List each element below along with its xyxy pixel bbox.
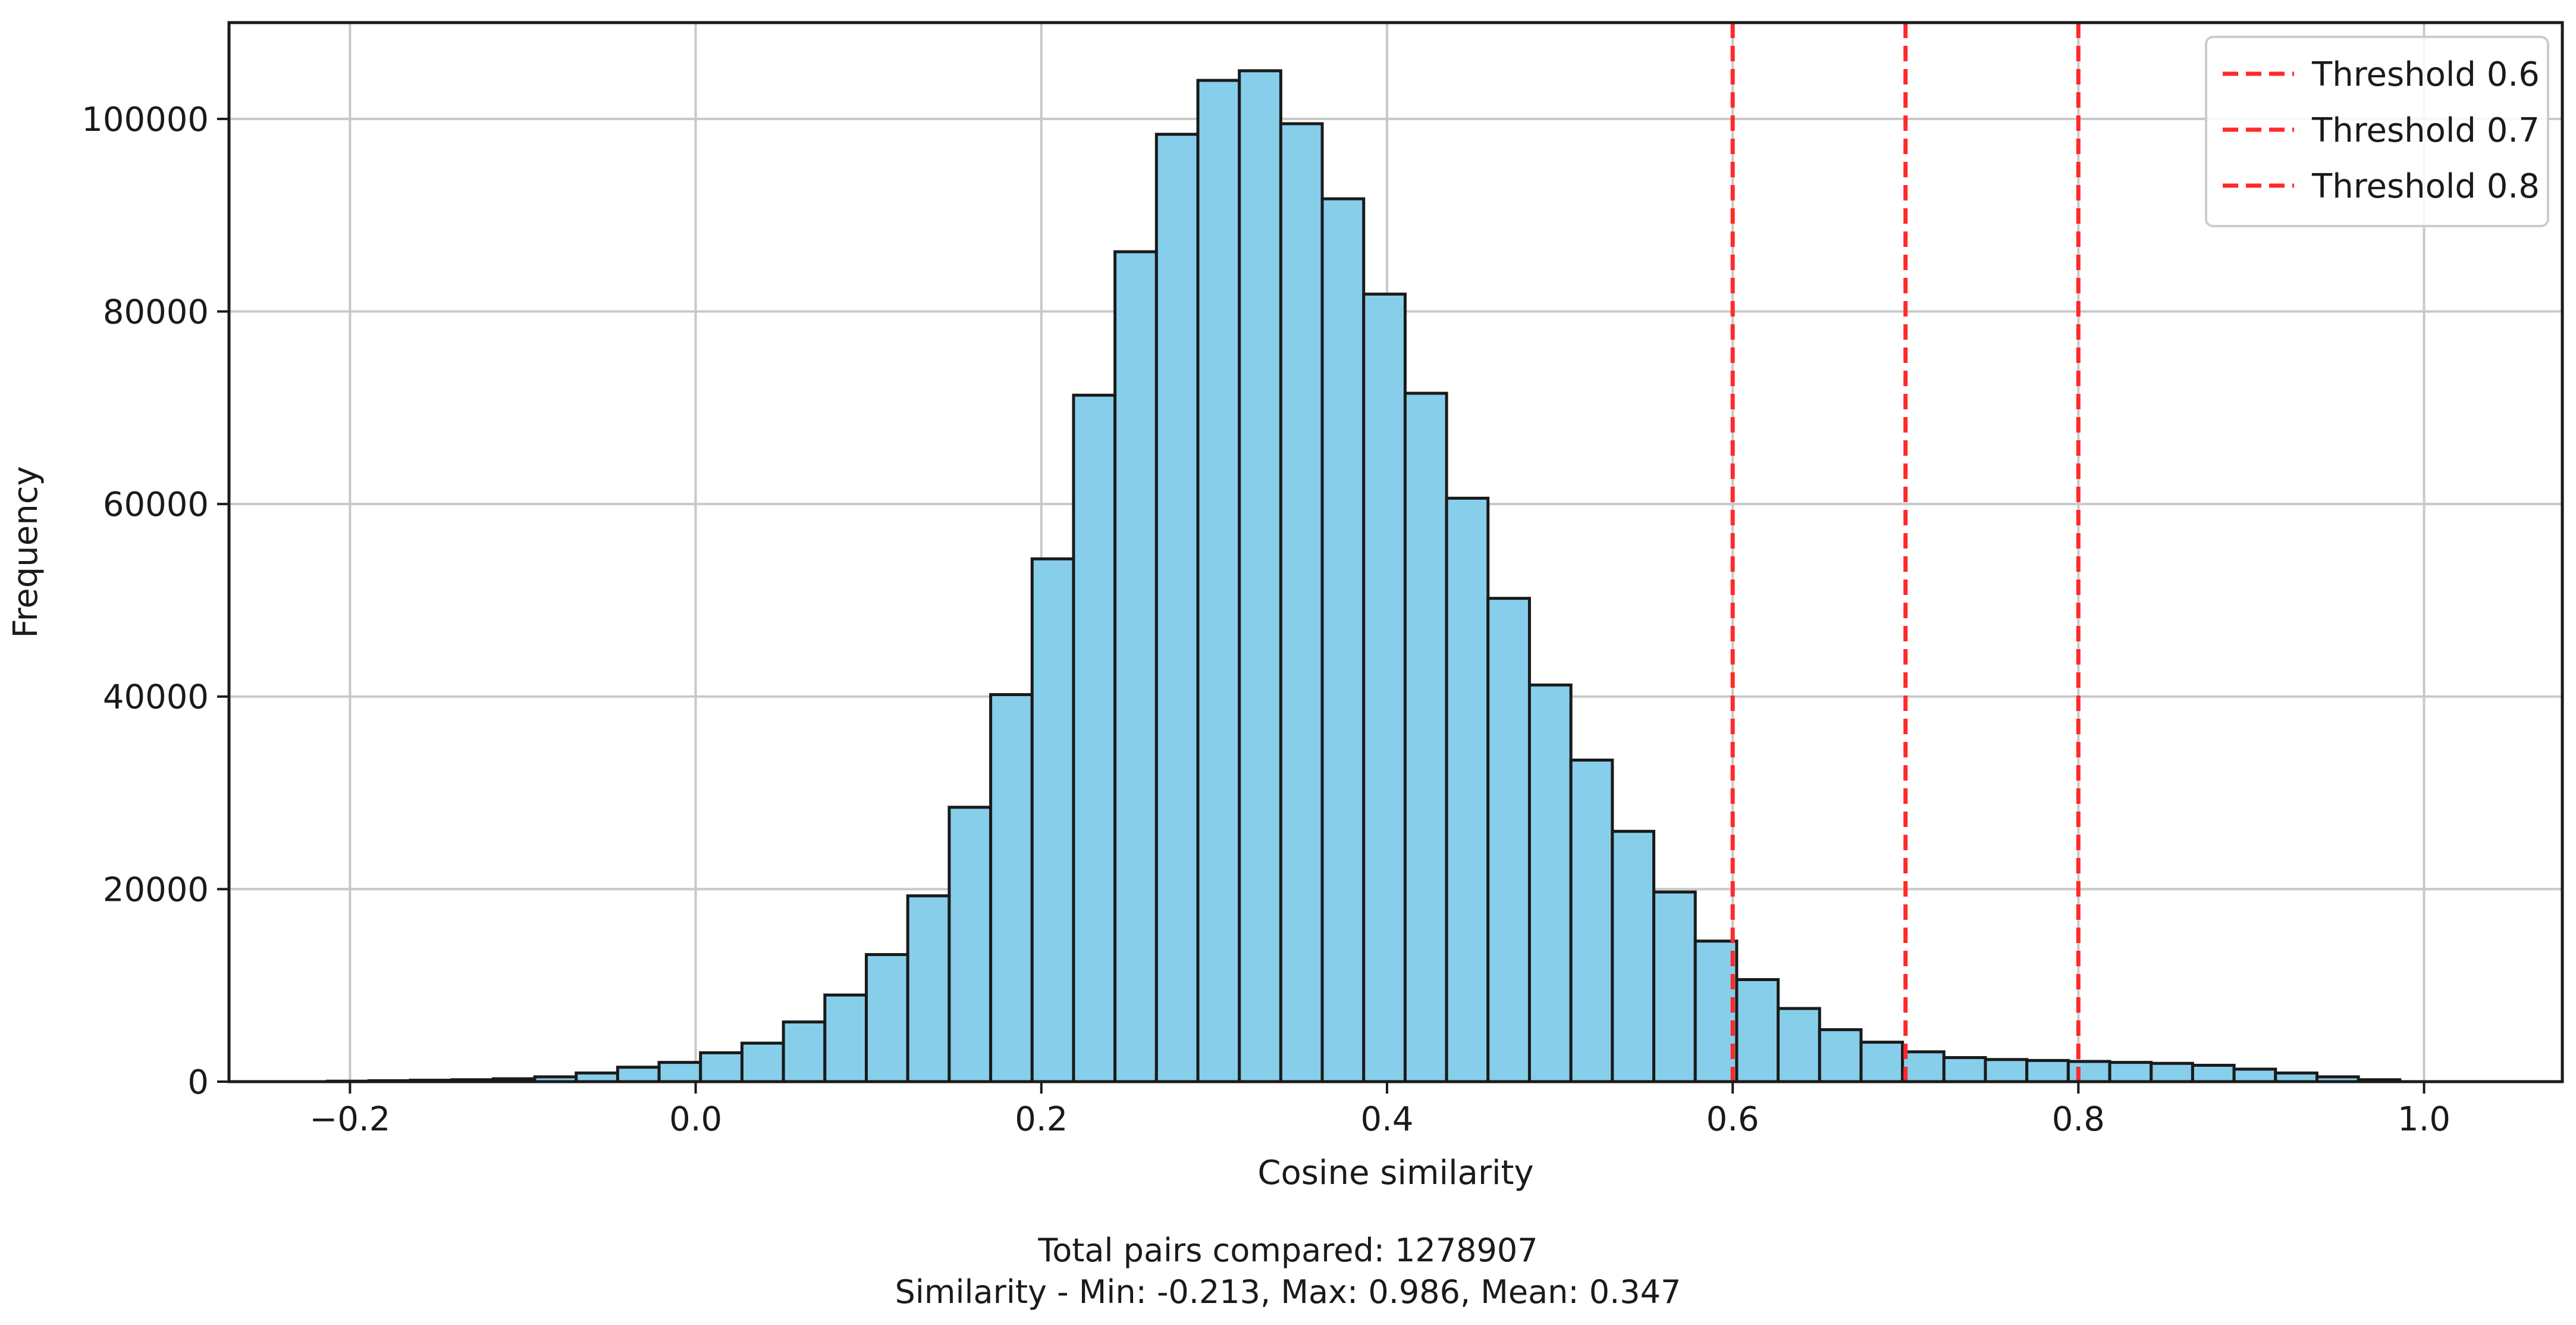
histogram-bar bbox=[1901, 1050, 1946, 1083]
histogram-bar bbox=[1693, 939, 1739, 1083]
histogram-bar bbox=[1403, 391, 1448, 1083]
histogram-bar bbox=[823, 993, 868, 1083]
x-tick-label: −0.2 bbox=[309, 1100, 390, 1139]
y-tick-label: 20000 bbox=[103, 870, 209, 909]
summary-total-pairs: Total pairs compared: 1278907 bbox=[1038, 1232, 1538, 1269]
histogram-bar bbox=[1818, 1028, 1863, 1083]
x-tick-label: 0.2 bbox=[1015, 1100, 1068, 1139]
histogram-bar bbox=[2025, 1058, 2070, 1083]
legend-label: Threshold 0.8 bbox=[2311, 167, 2540, 206]
x-tick-label: 0.8 bbox=[2052, 1100, 2105, 1139]
threshold-lines bbox=[1730, 23, 2081, 1082]
histogram-bar bbox=[1942, 1056, 1987, 1083]
legend-label: Threshold 0.7 bbox=[2311, 111, 2540, 150]
histogram-bar bbox=[1362, 292, 1407, 1083]
histogram-bar bbox=[616, 1066, 661, 1083]
histogram-bar bbox=[1113, 250, 1158, 1083]
histogram-bars bbox=[326, 69, 2402, 1083]
y-tick-label: 60000 bbox=[103, 485, 209, 524]
histogram-bar bbox=[1486, 597, 1531, 1083]
legend: Threshold 0.6 Threshold 0.7 Threshold 0.8 bbox=[2205, 36, 2549, 227]
histogram-bar bbox=[1072, 393, 1117, 1083]
histogram-bar bbox=[906, 894, 951, 1083]
histogram-bar bbox=[1238, 69, 1282, 1083]
y-tick-label: 100000 bbox=[81, 101, 209, 139]
y-tick-label: 80000 bbox=[103, 293, 209, 331]
legend-box bbox=[2205, 36, 2549, 227]
histogram-bar bbox=[1611, 829, 1656, 1083]
histogram-bar bbox=[2232, 1067, 2277, 1083]
histogram-bar bbox=[1735, 978, 1780, 1083]
histogram-bar bbox=[782, 1020, 827, 1083]
histogram-bar bbox=[1196, 79, 1241, 1083]
y-axis-label: Frequency bbox=[7, 466, 45, 638]
histogram-bar bbox=[1859, 1041, 1904, 1083]
histogram-bar bbox=[1652, 890, 1697, 1083]
histogram-bar bbox=[1154, 133, 1200, 1083]
x-tick-label: 1.0 bbox=[2398, 1100, 2451, 1139]
x-axis-ticks: −0.2 0.0 0.2 0.4 0.6 0.8 1.0 bbox=[309, 1082, 2451, 1139]
x-tick-label: 0.4 bbox=[1360, 1100, 1413, 1139]
y-tick-label: 0 bbox=[187, 1063, 209, 1102]
y-axis-ticks: 0 20000 40000 60000 80000 100000 bbox=[81, 101, 229, 1102]
x-axis-label: Cosine similarity bbox=[1257, 1154, 1533, 1192]
summary-similarity-stats: Similarity - Min: -0.213, Max: 0.986, Me… bbox=[895, 1273, 1681, 1311]
histogram-bar bbox=[1777, 1007, 1821, 1083]
histogram-bar bbox=[989, 693, 1034, 1083]
histogram-bar bbox=[2150, 1061, 2194, 1083]
histogram-bar bbox=[947, 806, 993, 1083]
histogram-bar bbox=[1569, 759, 1614, 1083]
plot-frame bbox=[227, 21, 2564, 1083]
x-tick-label: 0.0 bbox=[669, 1100, 722, 1139]
histogram-bar bbox=[1030, 557, 1075, 1083]
histogram-bar bbox=[865, 953, 909, 1083]
y-tick-label: 40000 bbox=[103, 678, 209, 717]
x-tick-label: 0.6 bbox=[1706, 1100, 1759, 1139]
histogram-bar bbox=[1445, 496, 1490, 1083]
histogram-bar bbox=[657, 1061, 702, 1083]
histogram-bar bbox=[2066, 1060, 2111, 1083]
histogram-bar bbox=[699, 1051, 743, 1083]
histogram-bar bbox=[2108, 1061, 2153, 1083]
histogram-bar bbox=[740, 1041, 785, 1083]
histogram-bar bbox=[1320, 197, 1366, 1083]
legend-label: Threshold 0.6 bbox=[2311, 55, 2540, 94]
histogram-bar bbox=[2191, 1063, 2236, 1083]
histogram-bar bbox=[1527, 683, 1573, 1083]
histogram-bar bbox=[1279, 122, 1324, 1083]
histogram-bar bbox=[1984, 1058, 2029, 1083]
